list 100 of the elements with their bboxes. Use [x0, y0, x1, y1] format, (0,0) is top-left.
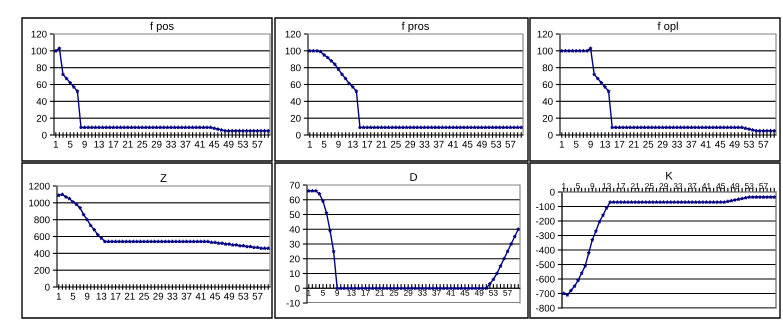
point [60, 192, 64, 196]
y-tick-label: 0 [548, 132, 553, 139]
point [653, 125, 658, 130]
point [508, 125, 513, 130]
x-tick-label: 13 [348, 140, 358, 148]
y-tick-label: 120 [286, 30, 301, 38]
x-tick-label: 45 [210, 292, 220, 300]
point [326, 55, 330, 60]
y-tick-label: -100 [536, 203, 555, 210]
point [329, 58, 334, 63]
point [138, 239, 142, 244]
point [198, 239, 203, 244]
y-tick-label: 40 [289, 226, 300, 233]
point [126, 125, 130, 130]
point [646, 125, 650, 130]
point [583, 264, 588, 268]
point [252, 128, 256, 133]
point [658, 200, 662, 204]
point [166, 239, 171, 244]
x-tick-label: 1 [54, 140, 58, 148]
point [379, 125, 384, 130]
point [700, 200, 705, 204]
point [120, 239, 125, 244]
point [512, 125, 516, 130]
y-tick-label: -10 [286, 300, 300, 307]
point [644, 200, 648, 204]
point [451, 125, 456, 130]
y-tick-label: 100 [286, 48, 301, 54]
point [234, 242, 238, 247]
point [519, 125, 523, 130]
x-tick-label: 45 [715, 140, 726, 148]
point [390, 125, 394, 130]
y-tick-label: 60 [290, 196, 300, 204]
point [614, 125, 618, 130]
point [574, 48, 578, 53]
y-tick-label: 600 [34, 233, 50, 240]
x-tick-label: 25 [390, 290, 398, 296]
x-tick-label: 17 [108, 140, 118, 148]
point [82, 125, 87, 130]
x-tick-label: 25 [139, 292, 149, 300]
point [472, 125, 477, 130]
x-tick-label: 33 [418, 290, 427, 296]
point [93, 125, 98, 130]
point [761, 194, 766, 199]
point [72, 84, 76, 89]
point [491, 277, 496, 282]
point [488, 282, 492, 286]
point [57, 46, 62, 50]
x-tick-label: 37 [180, 140, 190, 148]
point [195, 239, 200, 244]
y-tick-label: -200 [536, 218, 555, 225]
chart-title: f opl [658, 22, 678, 32]
point [694, 200, 698, 204]
x-tick-label: 29 [659, 183, 668, 189]
point [365, 125, 370, 130]
point [168, 125, 174, 130]
point [131, 239, 136, 244]
point [728, 125, 734, 130]
point [430, 125, 434, 130]
point [206, 239, 210, 244]
point [418, 125, 423, 130]
point [114, 239, 118, 244]
point [722, 125, 726, 130]
point [672, 200, 676, 204]
point [262, 246, 267, 250]
x-tick-label: 9 [84, 292, 90, 300]
point [132, 125, 138, 130]
point [618, 200, 623, 204]
y-tick-label: 100 [32, 48, 47, 54]
point [444, 125, 448, 130]
point [768, 128, 773, 133]
point [408, 125, 412, 130]
point [54, 48, 58, 53]
point [386, 125, 391, 130]
point [560, 48, 564, 53]
x-tick-label: 29 [405, 140, 416, 148]
point [635, 125, 640, 130]
point [404, 125, 409, 130]
point [718, 200, 723, 204]
x-tick-label: 25 [137, 140, 148, 148]
point [67, 196, 72, 200]
point [665, 200, 670, 204]
point [668, 125, 672, 130]
point [110, 239, 114, 244]
y-tick-label: 0 [295, 284, 300, 292]
x-tick-label: 29 [404, 290, 412, 296]
point [640, 200, 644, 204]
point [324, 210, 329, 215]
point [498, 125, 502, 130]
point [516, 125, 520, 130]
x-tick-label: 5 [574, 140, 578, 148]
point [350, 84, 355, 89]
point [124, 239, 128, 244]
point [85, 218, 90, 222]
point [578, 48, 582, 53]
x-tick-label: 37 [182, 292, 192, 300]
x-tick-label: 9 [336, 140, 341, 148]
x-tick-label: 33 [166, 140, 176, 148]
point [149, 239, 154, 244]
point [676, 200, 680, 204]
